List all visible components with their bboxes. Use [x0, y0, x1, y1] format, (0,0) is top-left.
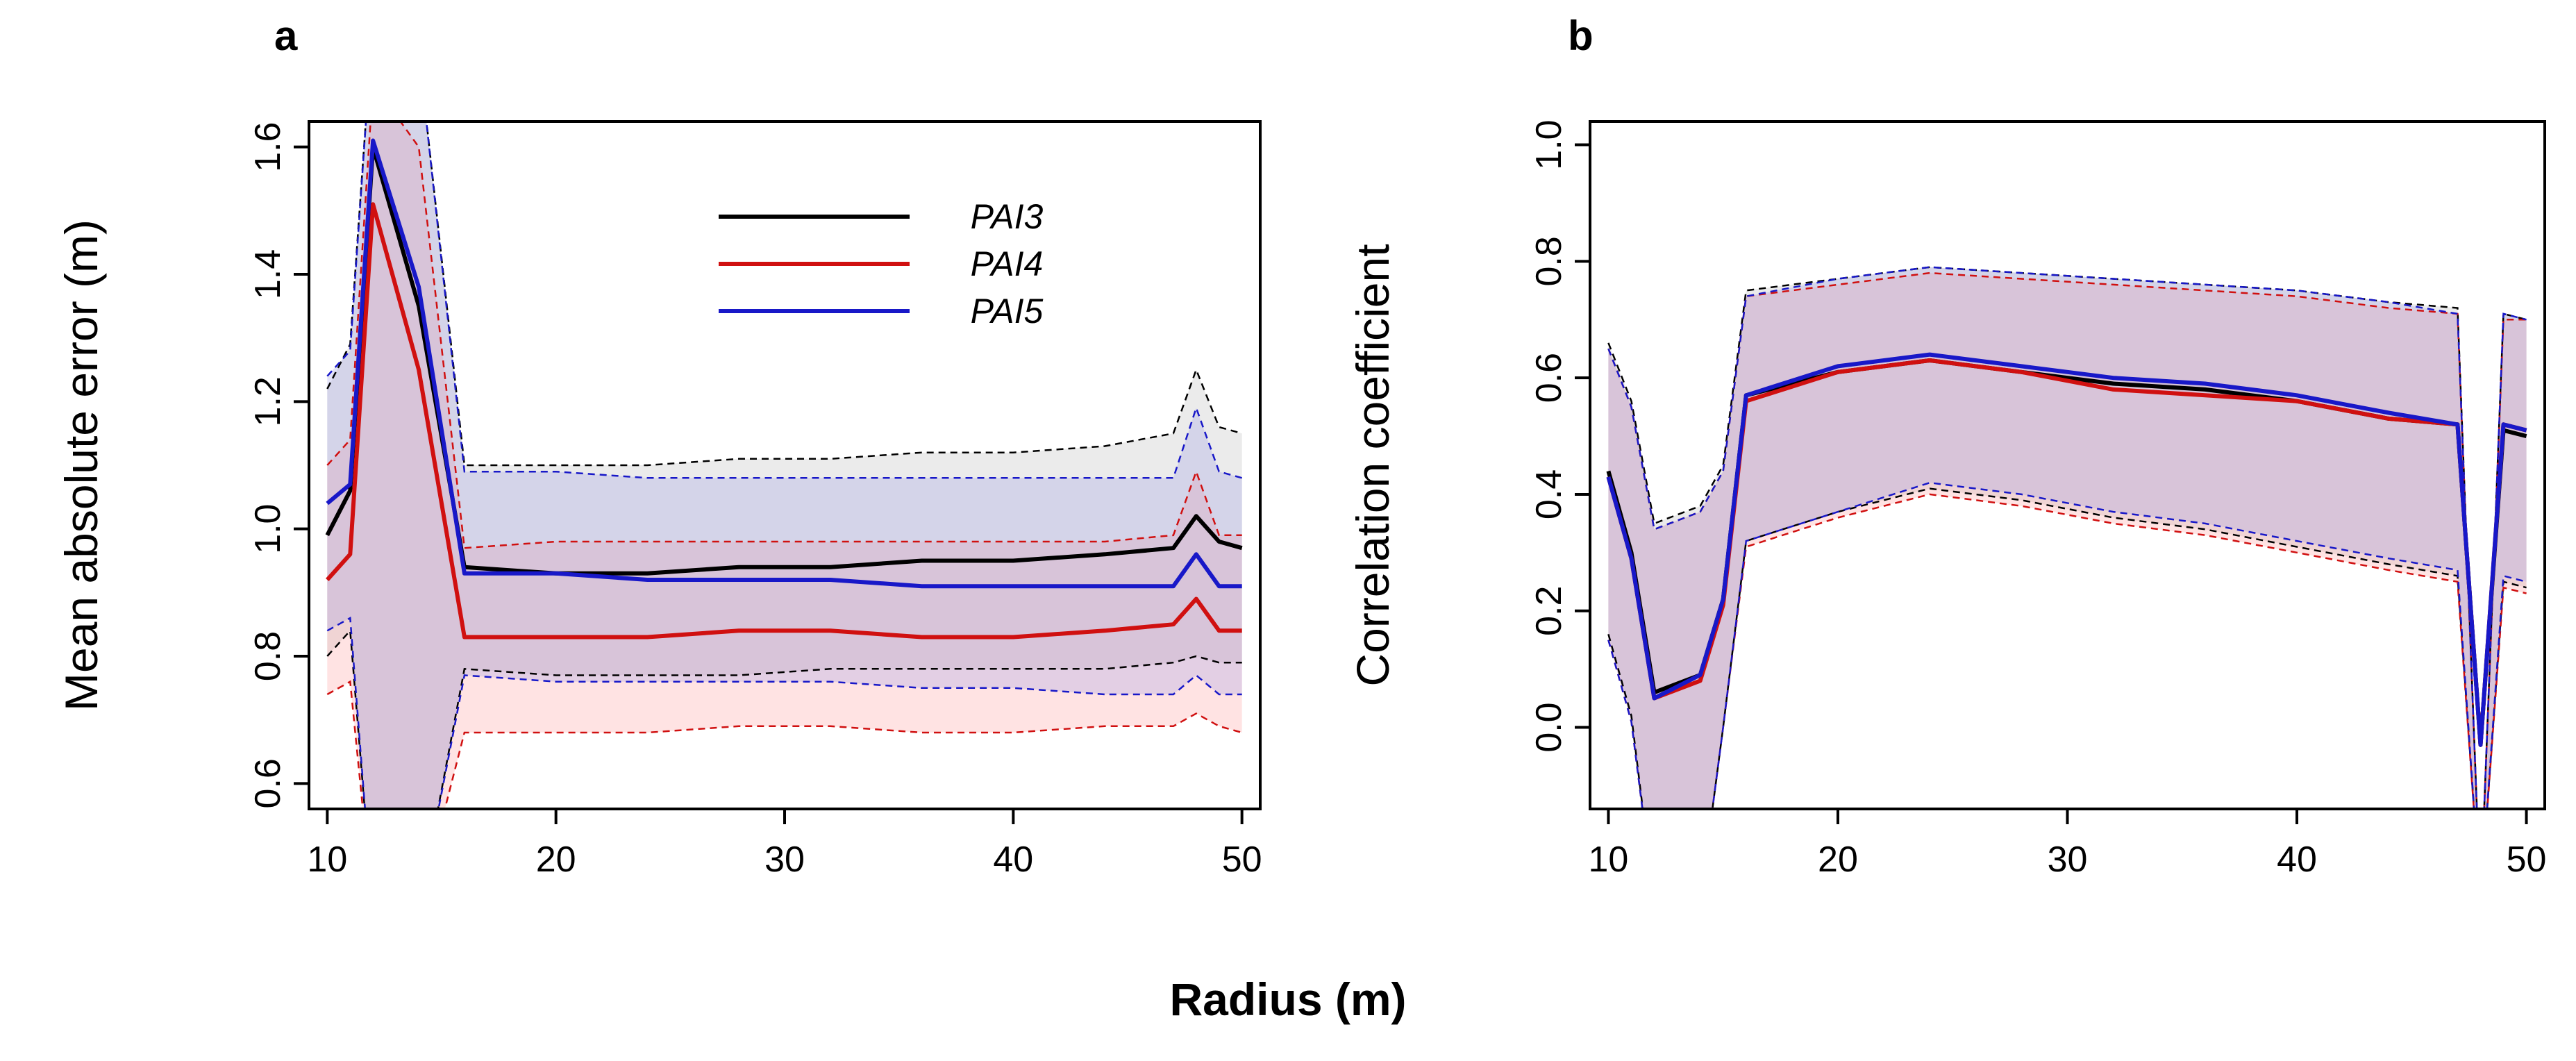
x-axis-a: 10 20 30 40 50 — [307, 809, 1262, 880]
legend: PAI3 PAI4 PAI5 — [719, 197, 1044, 331]
lower-bound-pai3-a — [326, 628, 1242, 808]
b-lines — [1606, 266, 2527, 808]
y-tick-label: 0.2 — [1529, 586, 1569, 636]
y-tick-label: 1.0 — [248, 504, 288, 554]
b-bands — [1608, 267, 2527, 808]
y-tick-label: 0.8 — [1529, 236, 1569, 286]
shared-x-axis-label: Radius (m) — [1169, 974, 1406, 1025]
y-axis-b: 0.0 0.2 0.4 0.6 0.8 1.0 — [1529, 119, 1590, 753]
y-tick-label: 1.2 — [248, 376, 288, 426]
y-tick-label: 0.6 — [1529, 353, 1569, 403]
y-tick-label: 0.4 — [1529, 469, 1569, 519]
x-tick-label: 30 — [764, 839, 805, 880]
legend-label-pai4: PAI4 — [971, 244, 1044, 283]
panel-b: b 10 20 30 40 50 0.0 0.2 0.4 0.6 0.8 1.0 Correlat… — [1347, 12, 2547, 880]
band-pai3-a — [327, 123, 1242, 808]
series-line-pai3-a — [325, 144, 1243, 576]
upper-bound-pai3-a — [326, 123, 1243, 467]
panel-a: a 10 20 30 40 50 0.6 0.8 1.0 1.2 1.4 1.6 Mean abs… — [56, 12, 1262, 880]
panel-label-b: b — [1568, 12, 1594, 59]
upper-bound-pai4-a — [326, 123, 1242, 549]
x-tick-label: 50 — [1222, 839, 1262, 880]
y-tick-label: 0.6 — [248, 758, 288, 808]
x-tick-label: 10 — [307, 839, 347, 880]
upper-bound-pai5-a — [326, 123, 1243, 479]
y-axis-label-a: Mean absolute error (m) — [56, 219, 107, 711]
y-axis-a: 0.6 0.8 1.0 1.2 1.4 1.6 — [248, 122, 309, 808]
panel-label-a: a — [274, 12, 298, 59]
y-tick-label: 1.6 — [248, 122, 288, 172]
band-pai5-b — [1608, 267, 2527, 808]
x-axis-b: 10 20 30 40 50 — [1589, 809, 2547, 880]
series-line-pai5-a — [326, 138, 1242, 589]
a-bands — [327, 123, 1242, 808]
series-line-pai4-a — [326, 202, 1242, 640]
y-tick-label: 1.0 — [1529, 119, 1569, 169]
y-tick-label: 0.0 — [1529, 702, 1569, 752]
lower-bound-pai5-b — [1607, 481, 2527, 808]
y-tick-label: 1.4 — [248, 249, 288, 299]
series-line-pai5-b — [1606, 352, 2527, 747]
lower-bound-pai5-a — [326, 616, 1242, 808]
lower-bound-pai4-a — [326, 680, 1243, 808]
x-tick-label: 20 — [536, 839, 576, 880]
x-tick-label: 20 — [1818, 839, 1858, 880]
x-tick-label: 10 — [1589, 839, 1629, 880]
x-tick-label: 30 — [2048, 839, 2088, 880]
a-lines — [325, 123, 1243, 808]
y-tick-label: 0.8 — [248, 631, 288, 681]
legend-label-pai3: PAI3 — [971, 197, 1044, 236]
y-axis-label-b: Correlation coefficient — [1347, 244, 1398, 686]
band-pai4-b — [1608, 273, 2527, 808]
x-tick-label: 40 — [993, 839, 1033, 880]
x-tick-label: 50 — [2507, 839, 2547, 880]
legend-label-pai5: PAI5 — [971, 292, 1044, 331]
x-tick-label: 40 — [2277, 839, 2317, 880]
